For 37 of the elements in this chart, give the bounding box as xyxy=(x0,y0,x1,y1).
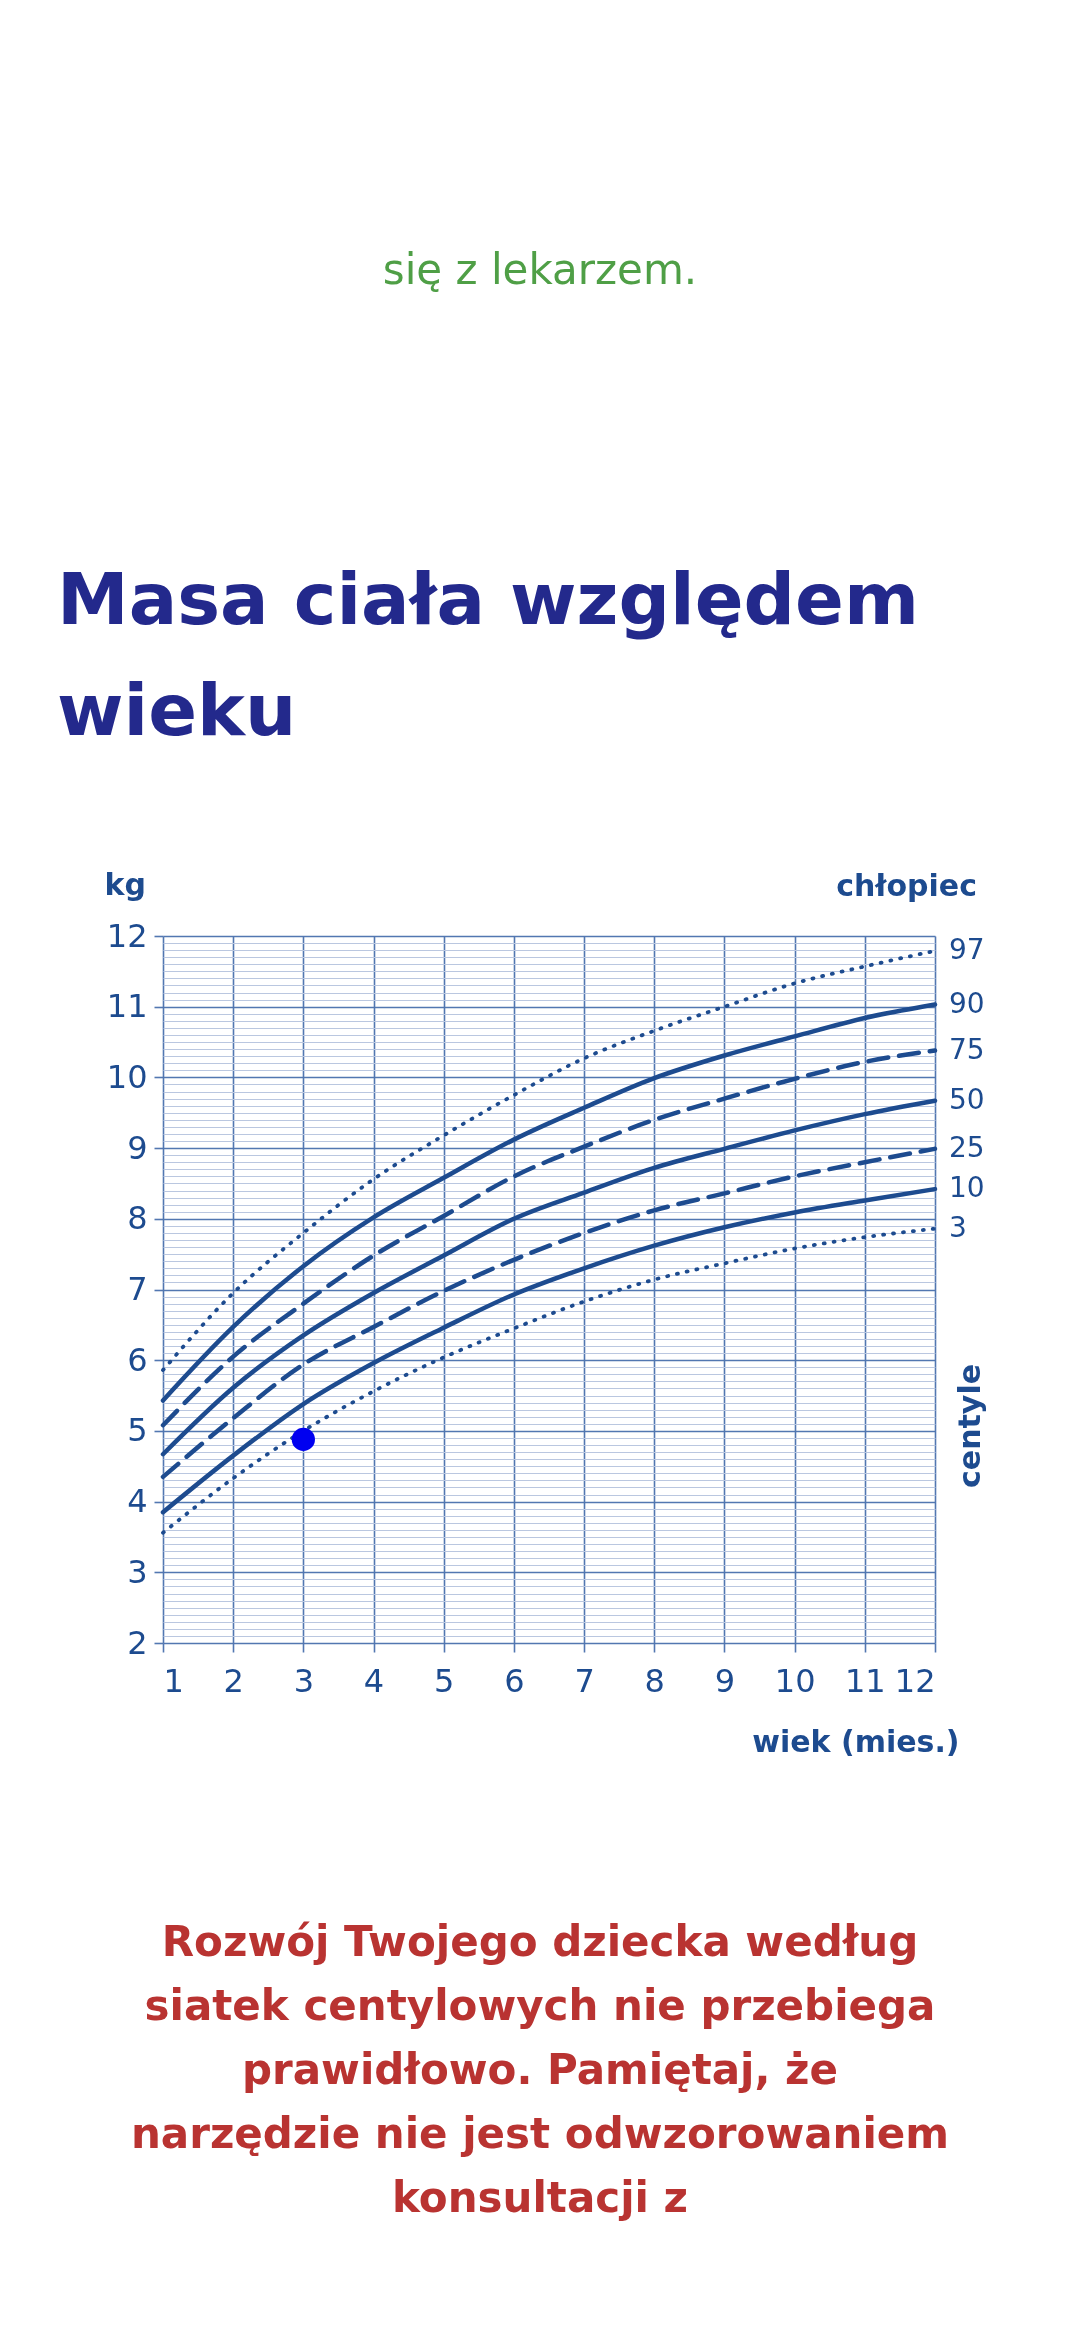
series-label: 10 xyxy=(949,1171,985,1205)
x-tick-label: 8 xyxy=(644,1661,665,1700)
y-tick-label: 3 xyxy=(127,1552,148,1591)
x-tick-label: 5 xyxy=(434,1661,455,1700)
series-label: 50 xyxy=(949,1082,985,1116)
x-tick-label: 11 xyxy=(844,1661,886,1700)
y-tick-label: 6 xyxy=(127,1340,148,1379)
x-tick-label: 9 xyxy=(714,1661,736,1700)
y-tick-label: 10 xyxy=(106,1057,148,1096)
series-label: 97 xyxy=(949,932,985,966)
x-tick-label: 7 xyxy=(574,1661,595,1700)
series-label: 90 xyxy=(949,986,985,1020)
y-tick-label: 8 xyxy=(127,1199,148,1238)
x-tick-label: 1 xyxy=(163,1661,184,1700)
x-axis-title: wiek (mies.) xyxy=(752,1723,960,1759)
y-tick-label: 2 xyxy=(127,1623,148,1662)
text: Rozwój Twojego dziecka według siatek centylowych nie przebiega prawidłowo. Pamiętaj, że narzędzie nie jest odwzorowaniem konsultacji z xyxy=(130,1917,950,2222)
series-label: 3 xyxy=(949,1210,967,1244)
series-label: 75 xyxy=(949,1032,985,1066)
y-tick-label: 11 xyxy=(106,987,148,1026)
x-tick-label: 3 xyxy=(293,1661,315,1700)
y-tick-label: 9 xyxy=(127,1128,148,1167)
text: centyle xyxy=(952,1363,987,1489)
x-tick-label: 4 xyxy=(363,1661,385,1700)
y-tick-label: 5 xyxy=(127,1411,148,1450)
x-tick-label: 2 xyxy=(223,1661,244,1700)
series-label: 25 xyxy=(949,1130,985,1164)
x-tick-label: 12 xyxy=(894,1661,936,1700)
text: chłopiec xyxy=(836,868,977,903)
x-tick-label: 10 xyxy=(774,1661,816,1700)
y-axis-title: kg xyxy=(104,866,146,902)
y-tick-label: 12 xyxy=(106,916,148,955)
x-tick-label: 6 xyxy=(504,1661,525,1700)
y-tick-label: 4 xyxy=(127,1482,148,1521)
y-tick-label: 7 xyxy=(127,1270,148,1308)
text: się z lekarzem. xyxy=(382,245,698,294)
chart-title: Masa ciała względem wieku xyxy=(57,557,919,752)
